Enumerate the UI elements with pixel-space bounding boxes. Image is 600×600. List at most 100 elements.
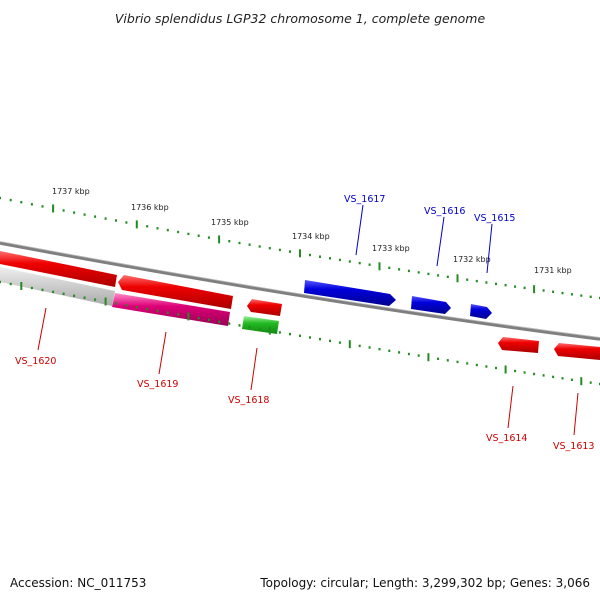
- gene-arrow-vs-1613[interactable]: [554, 343, 600, 360]
- leader-vs-1618: [250, 347, 258, 391]
- scale-major-tick: [580, 377, 583, 386]
- scale-minor-dot: [30, 286, 33, 290]
- scale-minor-dot: [289, 250, 291, 253]
- scale-minor-dot: [218, 320, 221, 323]
- scale-minor-dot: [319, 255, 321, 258]
- leader-vs-1616: [436, 216, 445, 267]
- scale-minor-dot: [552, 290, 555, 293]
- accession-text: Accession: NC_011753: [10, 576, 147, 590]
- scale-minor-dot: [41, 288, 44, 292]
- scale-minor-dot: [94, 215, 97, 218]
- scale-minor-dot: [166, 228, 169, 232]
- scale-minor-dot: [368, 346, 371, 349]
- scale-minor-dot: [388, 349, 391, 352]
- scale-minor-dot: [504, 284, 507, 287]
- scale-minor-dot: [329, 339, 331, 343]
- scale-minor-dot: [466, 362, 469, 365]
- scale-minor-dot: [338, 258, 341, 262]
- scale-minor-dot: [177, 230, 180, 234]
- leader-vs-1620: [37, 307, 47, 351]
- scale-minor-dot: [329, 257, 331, 260]
- scale-minor-dot: [475, 363, 478, 367]
- scale-minor-dot: [533, 372, 536, 376]
- scale-major-tick: [456, 274, 459, 283]
- scale-minor-dot: [570, 293, 573, 296]
- scale-minor-dot: [248, 243, 251, 246]
- scale-minor-dot: [427, 272, 430, 276]
- scale-minor-dot: [258, 245, 261, 248]
- scale-minor-dot: [0, 196, 1, 200]
- gene-arrow-vs-1618-red[interactable]: [247, 299, 282, 316]
- scale-minor-dot: [570, 378, 573, 381]
- scale-minor-dot: [115, 302, 117, 305]
- scale-minor-dot: [589, 381, 592, 384]
- kbp-label-1732: 1732 kbp: [453, 255, 491, 264]
- kbp-labels: 1737 kbp 1736 kbp 1735 kbp 1734 kbp 1733…: [52, 187, 572, 275]
- scale-minor-dot: [417, 354, 420, 357]
- gene-label-vs-1617[interactable]: VS_1617: [344, 194, 385, 205]
- scale-minor-dot: [52, 290, 55, 294]
- gene-arrow-vs-1616[interactable]: [411, 296, 451, 314]
- scale-minor-dot: [407, 269, 410, 273]
- scale-minor-dot: [561, 291, 564, 295]
- backbone-line: [0, 241, 600, 341]
- kbp-label-1735: 1735 kbp: [211, 218, 249, 227]
- gene-label-vs-1614[interactable]: VS_1614: [486, 433, 527, 444]
- kbp-label-1734: 1734 kbp: [292, 232, 330, 241]
- lower-scale-track: [0, 280, 600, 386]
- gene-label-vs-1618[interactable]: VS_1618: [228, 395, 269, 406]
- scale-major-tick: [268, 326, 271, 335]
- gene-labels: VS_1617 VS_1616 VS_1615 VS_1620 VS_1619 …: [15, 194, 594, 452]
- scale-minor-dot: [73, 294, 76, 297]
- gene-arrow-vs-1614[interactable]: [498, 337, 539, 353]
- gene-arrow-vs-1615[interactable]: [470, 304, 492, 319]
- gene-label-vs-1615[interactable]: VS_1615: [474, 213, 515, 224]
- scale-minor-dot: [20, 201, 23, 204]
- scale-major-tick: [135, 220, 138, 229]
- scale-minor-dot: [589, 295, 592, 298]
- scale-minor-dot: [83, 296, 86, 299]
- scale-minor-dot: [495, 366, 497, 370]
- scale-major-tick: [218, 235, 221, 244]
- gene-arrow-vs-1620[interactable]: [0, 251, 117, 287]
- leader-vs-1614: [507, 385, 514, 429]
- feature-vs-1620-grey: [0, 267, 115, 306]
- scale-minor-dot: [495, 282, 497, 286]
- scale-minor-dot: [398, 268, 401, 271]
- scale-minor-dot: [523, 371, 526, 374]
- scale-minor-dot: [319, 338, 321, 341]
- gene-arrow-vs-1617[interactable]: [304, 280, 396, 306]
- scale-minor-dot: [248, 325, 251, 329]
- scale-major-tick: [427, 353, 430, 362]
- leader-vs-1615: [486, 223, 493, 274]
- scale-minor-dot: [156, 309, 159, 313]
- kbp-label-1736: 1736 kbp: [131, 203, 169, 212]
- scale-minor-dot: [238, 241, 241, 245]
- upper-scale-track: [0, 196, 600, 300]
- gene-label-vs-1616[interactable]: VS_1616: [424, 206, 465, 217]
- scale-major-tick: [20, 282, 23, 290]
- scale-minor-dot: [135, 306, 138, 309]
- scale-minor-dot: [309, 253, 311, 257]
- scale-minor-dot: [30, 203, 33, 206]
- scale-minor-dot: [338, 341, 341, 344]
- scale-minor-dot: [228, 322, 231, 325]
- scale-major-tick: [533, 285, 536, 294]
- gene-label-vs-1620[interactable]: VS_1620: [15, 356, 56, 367]
- scale-minor-dot: [523, 286, 526, 290]
- scale-minor-dot: [166, 311, 169, 314]
- kbp-label-1737: 1737 kbp: [52, 187, 90, 196]
- scale-minor-dot: [177, 313, 180, 316]
- scale-minor-dot: [289, 332, 291, 336]
- gene-label-vs-1619[interactable]: VS_1619: [137, 379, 178, 390]
- scale-minor-dot: [258, 327, 261, 331]
- feature-vs-1619-pink: [112, 293, 230, 326]
- scale-major-tick: [378, 262, 381, 271]
- gene-arrow-vs-1619-red[interactable]: [118, 275, 233, 309]
- gene-label-vs-1613[interactable]: VS_1613: [553, 441, 594, 452]
- scale-minor-dot: [542, 289, 545, 292]
- scale-minor-dot: [485, 281, 488, 284]
- scale-minor-dot: [197, 317, 200, 320]
- scale-major-tick: [348, 340, 351, 349]
